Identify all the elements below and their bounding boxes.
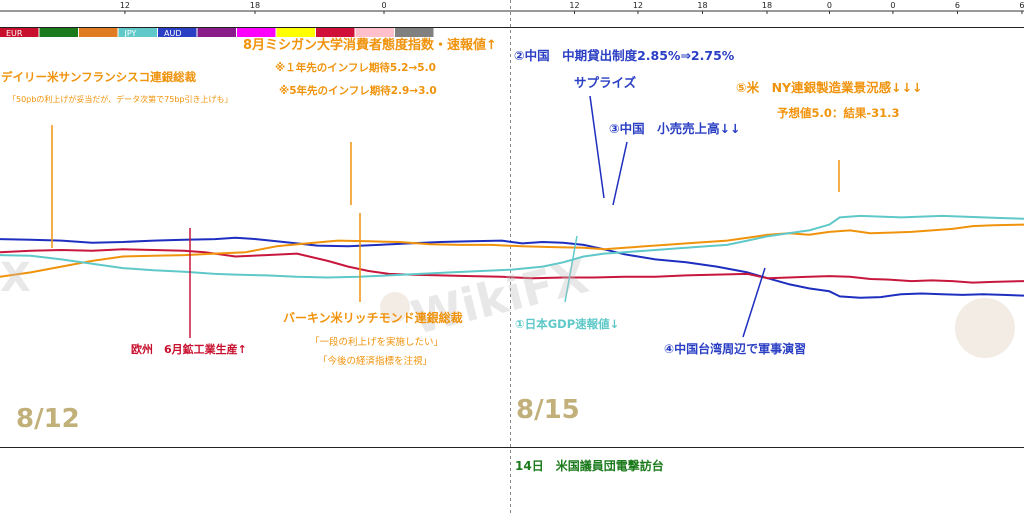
top-axis-ticks: 12 18 0 12 12 18 18 0 0 6 6 [120,1,1024,14]
date-right: 8/15 [516,395,580,425]
legend-swatch [197,28,236,37]
annotation-surprise: サプライズ [574,75,637,90]
legend-swatch [118,28,157,37]
top-axis-tick-label: 6 [1019,1,1024,10]
legend-swatch [79,28,118,37]
watermark-logo-right [955,298,1015,358]
top-axis-tick-label: 0 [890,1,895,10]
legend-swatch [395,28,434,37]
annotation-ny-title: ⑤米 NY連銀製造業景況感↓↓↓ [736,80,923,95]
annotation-us-visit: 14日 米国議員団電撃訪台 [515,459,664,473]
legend-label: EUR [6,29,23,38]
annotation-japan-gdp: ①日本GDP速報値↓ [515,317,620,331]
annotation-michigan-5y: ※5年先のインフレ期待2.9→3.0 [279,85,437,97]
annotation-leader-line [564,235,578,303]
series-line-eur [0,248,1024,284]
legend-swatch [355,28,394,37]
top-axis-tick-label: 12 [120,1,130,10]
annotation-barkin-q2: 「今後の経済指標を注視」 [318,356,433,367]
annotation-daly-quote: 「50pbの利上げが妥当だが、データ次第で75bp引き上げも」 [8,95,233,104]
legend-label: AUD [164,29,182,38]
watermark-x-left: X [0,255,31,301]
legend-swatch [237,28,276,37]
series-line-jpy [0,214,1024,279]
watermark-logo-left [380,292,410,322]
annotation-leader-line [742,267,766,338]
top-axis-tick-label: 12 [633,1,643,10]
annotation-michigan-1y: ※１年先のインフレ期待5.2→5.0 [275,62,436,74]
legend: EUR JPY AUD [0,28,434,38]
series-group [0,214,1024,299]
series-line-series-3 [0,223,1024,278]
annotation-leader-line [612,141,628,206]
legend-swatch [276,28,315,37]
annotation-michigan-title: 8月ミシガン大学消費者態度指数・速報値↑ [243,38,497,53]
annotation-leader-line [589,95,605,199]
annotation-china-retail: ③中国 小売売上高↓↓ [609,121,741,136]
top-axis-tick-label: 18 [697,1,707,10]
annotation-leaders [51,95,840,338]
annotation-china-mlf: ②中国 中期貸出制度2.85%⇒2.75% [514,48,735,63]
legend-swatch [0,28,39,37]
annotation-barkin-q1: 「一段の利上げを実施したい」 [310,337,444,348]
legend-swatch [39,28,78,37]
annotation-barkin-title: バーキン米リッチモンド連銀総裁 [283,311,463,325]
annotation-daly-title: デイリー米サンフランシスコ連銀総裁 [1,70,197,84]
top-axis-tick-label: 0 [381,1,386,10]
annotation-europe-ip: 欧州 6月鉱工業生産↑ [131,343,247,356]
annotation-china-drill: ④中国台湾周辺で軍事演習 [664,342,807,356]
date-left: 8/12 [16,404,80,434]
legend-label: JPY [124,29,137,38]
annotation-ny-result: 予想値5.0：結果-31.3 [777,106,900,120]
top-axis-tick-label: 18 [762,1,772,10]
top-axis-tick-label: 0 [827,1,832,10]
legend-swatch [158,28,197,37]
legend-swatch [316,28,355,37]
top-axis-tick-label: 18 [250,1,260,10]
top-axis-tick-label: 12 [569,1,579,10]
top-axis-tick-label: 6 [955,1,960,10]
series-line-aud [0,236,1024,299]
